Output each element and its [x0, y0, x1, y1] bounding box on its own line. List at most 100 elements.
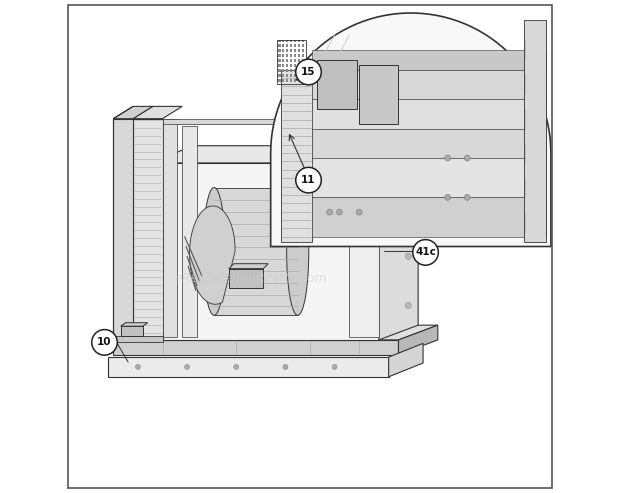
Bar	[290, 39, 292, 42]
Bar	[282, 49, 285, 52]
Text: 15: 15	[301, 67, 316, 77]
Bar	[302, 64, 304, 67]
Polygon shape	[271, 13, 551, 246]
Polygon shape	[113, 119, 133, 340]
Bar	[290, 79, 292, 82]
Bar	[302, 74, 304, 77]
Polygon shape	[312, 99, 546, 129]
Bar	[298, 64, 300, 67]
Bar	[290, 54, 292, 57]
Bar	[278, 39, 280, 42]
Polygon shape	[229, 269, 264, 288]
Circle shape	[283, 364, 288, 369]
Bar	[286, 79, 288, 82]
Polygon shape	[113, 336, 162, 342]
Polygon shape	[113, 340, 399, 354]
Bar	[282, 54, 285, 57]
Bar	[278, 69, 280, 72]
Bar	[298, 39, 300, 42]
Bar	[294, 44, 296, 47]
Polygon shape	[133, 119, 162, 340]
Polygon shape	[312, 50, 546, 70]
Bar	[282, 74, 285, 77]
Bar	[298, 79, 300, 82]
Bar	[302, 54, 304, 57]
Bar	[294, 69, 296, 72]
Circle shape	[445, 155, 451, 161]
Bar	[282, 69, 285, 72]
Circle shape	[356, 209, 362, 215]
Bar	[294, 64, 296, 67]
Polygon shape	[312, 70, 546, 99]
Bar	[294, 59, 296, 62]
Bar	[286, 59, 288, 62]
Bar	[286, 49, 288, 52]
Circle shape	[296, 167, 321, 193]
Polygon shape	[359, 65, 399, 124]
Bar	[290, 69, 292, 72]
Bar	[278, 49, 280, 52]
Circle shape	[337, 209, 342, 215]
Bar	[302, 79, 304, 82]
Circle shape	[445, 194, 451, 200]
Bar	[286, 74, 288, 77]
Bar	[282, 59, 285, 62]
Polygon shape	[312, 129, 546, 158]
Circle shape	[332, 364, 337, 369]
Bar	[290, 64, 292, 67]
Polygon shape	[162, 119, 177, 337]
Bar	[302, 39, 304, 42]
Polygon shape	[113, 325, 438, 340]
Bar	[294, 54, 296, 57]
Bar	[278, 54, 280, 57]
Polygon shape	[121, 323, 148, 326]
Bar	[278, 79, 280, 82]
Bar	[298, 54, 300, 57]
Circle shape	[136, 364, 140, 369]
Text: eReplacementParts.com: eReplacementParts.com	[175, 272, 327, 285]
Bar	[278, 64, 280, 67]
Bar	[290, 44, 292, 47]
Bar	[290, 74, 292, 77]
Bar	[278, 44, 280, 47]
Polygon shape	[312, 158, 546, 197]
Bar	[298, 49, 300, 52]
Bar	[290, 59, 292, 62]
Bar	[286, 54, 288, 57]
Circle shape	[185, 364, 190, 369]
Circle shape	[405, 303, 411, 309]
Polygon shape	[399, 325, 438, 354]
Polygon shape	[162, 119, 379, 124]
Bar	[298, 74, 300, 77]
Bar	[278, 59, 280, 62]
Polygon shape	[153, 163, 379, 340]
Bar	[282, 44, 285, 47]
Ellipse shape	[286, 187, 309, 316]
Polygon shape	[524, 20, 546, 242]
Polygon shape	[182, 126, 197, 337]
Bar	[302, 59, 304, 62]
Circle shape	[464, 155, 470, 161]
Bar	[302, 44, 304, 47]
Bar	[294, 74, 296, 77]
Polygon shape	[190, 206, 235, 304]
Text: 11: 11	[301, 175, 316, 185]
Ellipse shape	[203, 187, 225, 316]
Polygon shape	[214, 187, 298, 316]
Circle shape	[464, 194, 470, 200]
Circle shape	[92, 330, 117, 355]
Polygon shape	[121, 326, 143, 336]
Text: 41c: 41c	[415, 247, 436, 257]
Polygon shape	[113, 106, 153, 119]
Polygon shape	[349, 165, 379, 337]
Polygon shape	[280, 70, 312, 242]
Polygon shape	[153, 146, 418, 163]
Bar	[302, 69, 304, 72]
Circle shape	[405, 253, 411, 259]
Polygon shape	[108, 357, 389, 377]
Polygon shape	[317, 60, 356, 109]
Circle shape	[405, 204, 411, 210]
Bar	[278, 74, 280, 77]
Bar	[286, 69, 288, 72]
Bar	[282, 39, 285, 42]
